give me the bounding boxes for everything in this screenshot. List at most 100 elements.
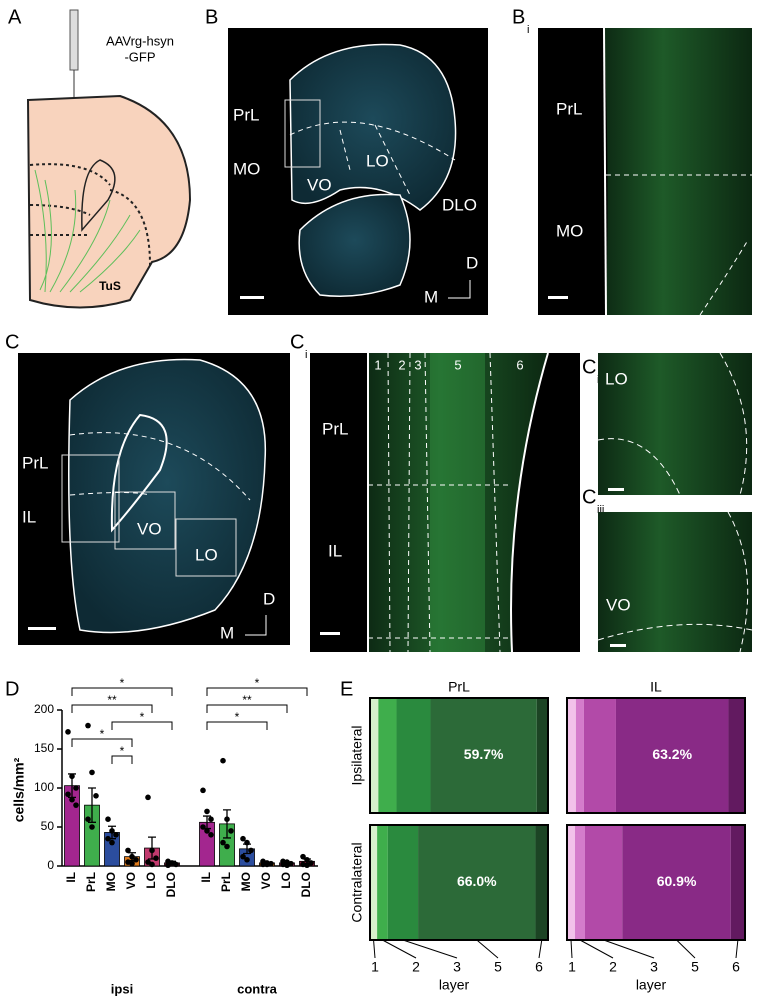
error-bar (88, 787, 96, 823)
y-tick-label: 100 (34, 780, 54, 794)
region-borders (69, 432, 251, 501)
inset-box (61, 454, 120, 543)
data-point (220, 757, 226, 764)
axons (34, 169, 141, 293)
data-point (133, 856, 139, 863)
leader-line (476, 939, 499, 959)
ventricle (81, 159, 116, 232)
data-point (244, 839, 250, 846)
region-label: IL (22, 507, 36, 526)
panel-bi: B i PrL MO (512, 6, 752, 316)
scale-bar (320, 632, 340, 635)
panel-letter: B (205, 6, 218, 28)
data-point (73, 802, 79, 808)
sig-bracket (71, 687, 173, 696)
sig-bracket (111, 755, 133, 764)
bar-segment (535, 825, 548, 940)
orientation (245, 615, 267, 636)
bar-segment (622, 825, 731, 940)
data-point (125, 847, 131, 854)
region-label: PrL (22, 453, 48, 472)
region-label: VO (606, 595, 631, 614)
data-point (65, 791, 71, 798)
layer-label: 5 (454, 357, 461, 372)
data-point (200, 824, 206, 830)
orientation (448, 280, 471, 299)
value-label: 60.9% (657, 873, 697, 889)
legend-label: 2 (412, 959, 420, 975)
data-point (89, 769, 95, 776)
data-point (89, 824, 95, 830)
y-axis-label: cells/mm² (11, 757, 27, 822)
bar-frame (566, 824, 746, 941)
sig-label: * (255, 676, 260, 690)
data-point (260, 861, 266, 868)
tissue (368, 353, 548, 652)
data-point (145, 794, 151, 801)
leader-line (603, 939, 655, 959)
bar-segment (567, 825, 576, 940)
bar-segment (728, 698, 745, 813)
data-point (69, 773, 75, 780)
data-point (85, 816, 91, 822)
sig-label: ** (242, 693, 252, 707)
scale-bar (548, 296, 568, 299)
bar-frame (566, 697, 746, 814)
leader-line (373, 939, 376, 959)
y-tick-label: 200 (34, 702, 54, 716)
region-label: MO (233, 159, 260, 178)
data-point (220, 839, 226, 846)
panel-letter: D (5, 678, 19, 700)
panel-letter: C (5, 331, 19, 353)
leader-line (382, 939, 417, 959)
data-point (284, 862, 290, 869)
bar-segment (567, 698, 576, 813)
data-point (304, 856, 310, 863)
data-point (149, 861, 155, 868)
x-tick-label: VO (259, 872, 273, 889)
sig-bracket (206, 687, 308, 696)
bar-segment (377, 825, 388, 940)
data-point (109, 839, 115, 846)
leader-line (538, 939, 543, 959)
group-label: ipsi (111, 981, 133, 996)
x-tick-label: LO (279, 872, 293, 889)
panel-letter: A (8, 6, 22, 28)
panel-letter: B (512, 6, 525, 28)
leader-line (402, 939, 458, 959)
data-point (73, 785, 79, 791)
region-label: PrL (322, 419, 348, 438)
bar-segment (583, 698, 616, 813)
axis-label: M (220, 623, 234, 642)
data-point (228, 828, 234, 834)
panel-ciii: C iii VO (582, 486, 753, 653)
data-point (85, 722, 91, 729)
sig-bracket (71, 738, 133, 747)
section (298, 193, 411, 297)
bar-segment (575, 825, 585, 940)
leader-line (676, 939, 696, 959)
x-tick-label: MO (104, 872, 118, 891)
region-label: LO (366, 151, 389, 170)
data-point (204, 828, 210, 834)
scale-bar (28, 627, 56, 630)
region-label: LO (195, 545, 218, 564)
data-point (105, 835, 111, 842)
data-point (129, 860, 135, 867)
region-label: LO (605, 369, 628, 388)
panel-cii: C ii LO (582, 352, 752, 496)
panel-c: C PrL IL VO LO D M (5, 331, 290, 645)
bar-segment (387, 825, 419, 940)
sig-bracket (206, 721, 268, 730)
data-point (153, 855, 159, 861)
data-point (105, 816, 111, 822)
x-tick-label: DLO (164, 872, 178, 897)
bar-segment (615, 698, 729, 813)
data-point (224, 816, 230, 822)
value-label: 59.7% (464, 746, 504, 762)
region-label: VO (137, 519, 162, 538)
x-tick-label: LO (144, 872, 158, 889)
panel-ci: C i PrL IL (290, 331, 580, 653)
data-point (65, 729, 71, 735)
